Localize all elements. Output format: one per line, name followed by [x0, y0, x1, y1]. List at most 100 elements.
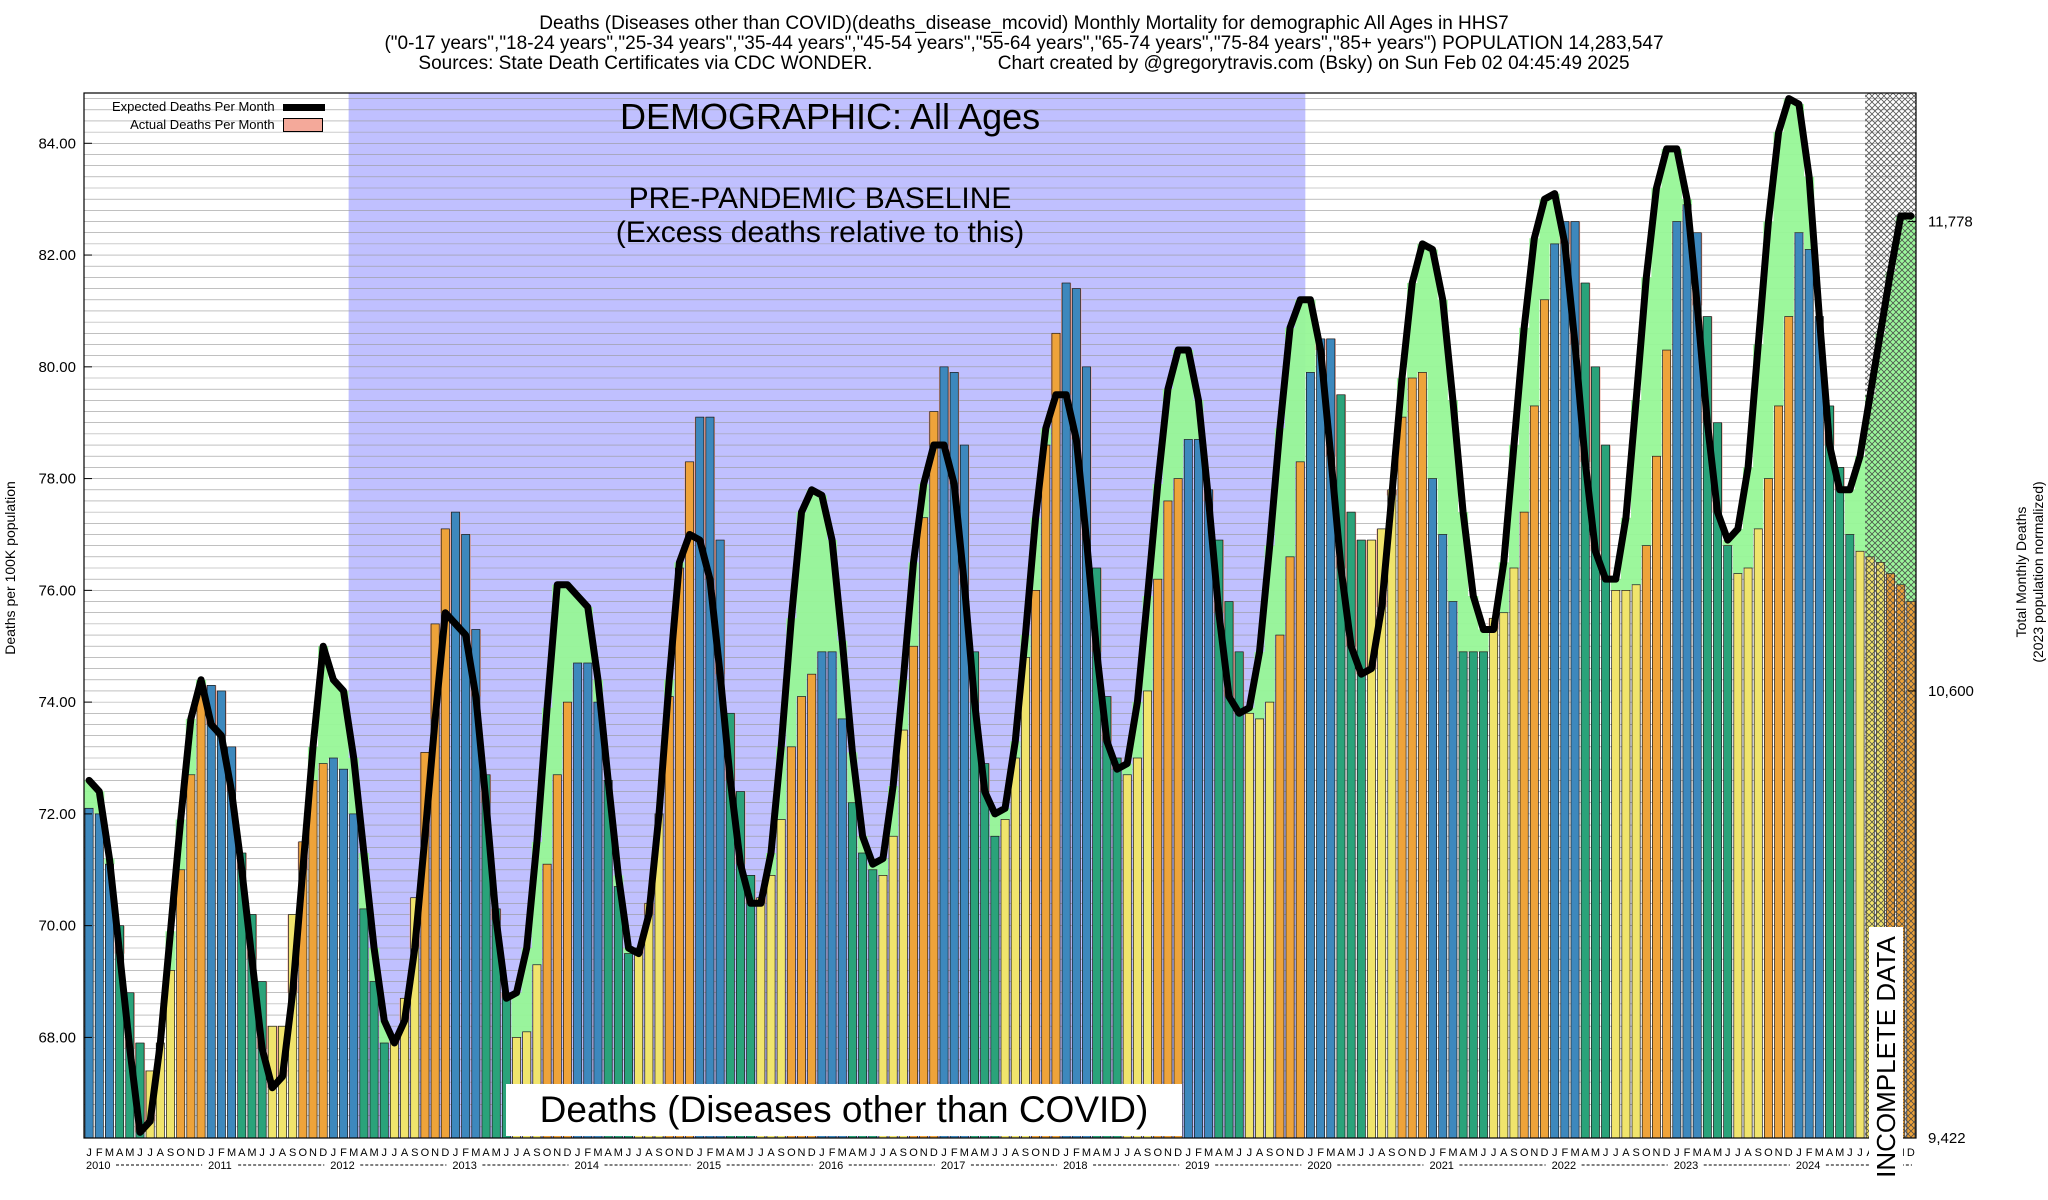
month-tick-label: J: [697, 1147, 703, 1159]
bar: [196, 685, 206, 1139]
bar: [1590, 366, 1600, 1139]
month-tick-label: D: [1296, 1147, 1304, 1159]
month-tick-label: J: [331, 1147, 337, 1159]
month-tick-label: D: [319, 1147, 327, 1159]
bar: [1601, 444, 1611, 1139]
legend-swatch-actual: [282, 118, 323, 132]
month-tick-label: A: [604, 1147, 612, 1159]
bar: [1143, 690, 1153, 1139]
month-tick-label: F: [707, 1147, 714, 1159]
month-tick-label: A: [360, 1147, 368, 1159]
month-tick-label: S: [289, 1147, 296, 1159]
month-tick-label: J: [208, 1147, 214, 1159]
month-tick-label: N: [1775, 1147, 1783, 1159]
month-tick-label: M: [1204, 1147, 1213, 1159]
month-tick-label: S: [1510, 1147, 1517, 1159]
month-tick-label: A: [1704, 1147, 1712, 1159]
month-tick-label: N: [1652, 1147, 1660, 1159]
bar: [695, 416, 705, 1139]
month-tick-label: J: [870, 1147, 876, 1159]
legend-label-expected: Expected Deaths Per Month: [112, 99, 275, 114]
bar: [318, 763, 328, 1139]
month-tick-label: A: [116, 1147, 124, 1159]
bar: [1753, 528, 1763, 1139]
bar: [1194, 439, 1203, 1139]
bar: [563, 701, 572, 1139]
bar: [1387, 489, 1397, 1139]
month-tick-label: J: [1735, 1147, 1741, 1159]
month-tick-label: S: [1144, 1147, 1151, 1159]
bar: [389, 1037, 399, 1139]
year-tick-label: 2021: [1429, 1160, 1453, 1172]
month-tick-label: J: [381, 1147, 387, 1159]
right-y-tick-label: 9,422: [1928, 1130, 1966, 1147]
month-tick-label: A: [1622, 1147, 1630, 1159]
bar: [1825, 405, 1834, 1139]
bar: [1479, 651, 1488, 1139]
bar: [339, 768, 348, 1139]
y-tick-label: 74.00: [38, 694, 76, 711]
month-tick-label: M: [858, 1147, 867, 1159]
month-tick-label: J: [575, 1147, 581, 1159]
bar: [1662, 349, 1672, 1139]
month-tick-label: D: [1907, 1147, 1915, 1159]
bar: [1244, 712, 1254, 1139]
bar: [186, 774, 196, 1139]
bar: [461, 534, 471, 1139]
month-tick-label: F: [340, 1147, 347, 1159]
month-tick-label: A: [645, 1147, 653, 1159]
bar: [1448, 601, 1458, 1139]
bar: [837, 718, 847, 1139]
year-tick-label: 2017: [941, 1160, 965, 1172]
month-tick-label: F: [1806, 1147, 1813, 1159]
month-tick-label: N: [1530, 1147, 1538, 1159]
bar: [1641, 545, 1651, 1139]
month-tick-label: D: [808, 1147, 816, 1159]
month-tick-label: A: [1093, 1147, 1101, 1159]
month-tick-label: J: [1481, 1147, 1487, 1159]
month-tick-label: J: [941, 1147, 947, 1159]
bar: [1275, 634, 1285, 1139]
month-tick-label: A: [727, 1147, 735, 1159]
chart-credits: Sources: State Death Certificates via CD…: [0, 54, 2048, 74]
bar: [909, 645, 918, 1139]
month-tick-label: N: [1408, 1147, 1416, 1159]
bar: [1855, 550, 1865, 1139]
bar: [308, 780, 318, 1139]
month-tick-label: D: [1541, 1147, 1549, 1159]
bar: [1499, 612, 1509, 1139]
bar: [1794, 232, 1804, 1139]
month-tick-label: J: [1308, 1147, 1314, 1159]
expected-deaths-line: [85, 95, 1915, 1136]
month-tick-label: S: [1632, 1147, 1639, 1159]
bar: [369, 981, 379, 1139]
month-tick-label: A: [1459, 1147, 1467, 1159]
month-tick-label: M: [838, 1147, 847, 1159]
month-tick-label: M: [1835, 1147, 1844, 1159]
month-tick-label: O: [909, 1147, 918, 1159]
month-tick-label: J: [1247, 1147, 1253, 1159]
month-tick-label: F: [829, 1147, 836, 1159]
month-tick-label: O: [665, 1147, 674, 1159]
month-tick-label: S: [411, 1147, 418, 1159]
year-tick-label: 2018: [1063, 1160, 1087, 1172]
month-tick-label: M: [1082, 1147, 1091, 1159]
month-tick-label: S: [167, 1147, 174, 1159]
month-tick-label: A: [1378, 1147, 1386, 1159]
month-tick-label: J: [86, 1147, 92, 1159]
month-tick-label: A: [1134, 1147, 1142, 1159]
month-tick-label: J: [1847, 1147, 1853, 1159]
legend-swatch-expected: [282, 103, 325, 111]
right-y-tick-label: 11,778: [1928, 214, 1973, 231]
bar: [1204, 489, 1214, 1139]
month-tick-label: J: [758, 1147, 764, 1159]
bar: [176, 869, 186, 1139]
month-tick-label: J: [453, 1147, 459, 1159]
month-tick-label: D: [1418, 1147, 1426, 1159]
y-axis-label-left: Deaths per 100K population: [2, 481, 18, 655]
month-tick-label: F: [1561, 1147, 1568, 1159]
month-tick-label: J: [1857, 1147, 1863, 1159]
month-tick-label: N: [675, 1147, 683, 1159]
month-tick-label: F: [1073, 1147, 1080, 1159]
chart-header: Deaths (Diseases other than COVID)(death…: [0, 14, 2048, 74]
